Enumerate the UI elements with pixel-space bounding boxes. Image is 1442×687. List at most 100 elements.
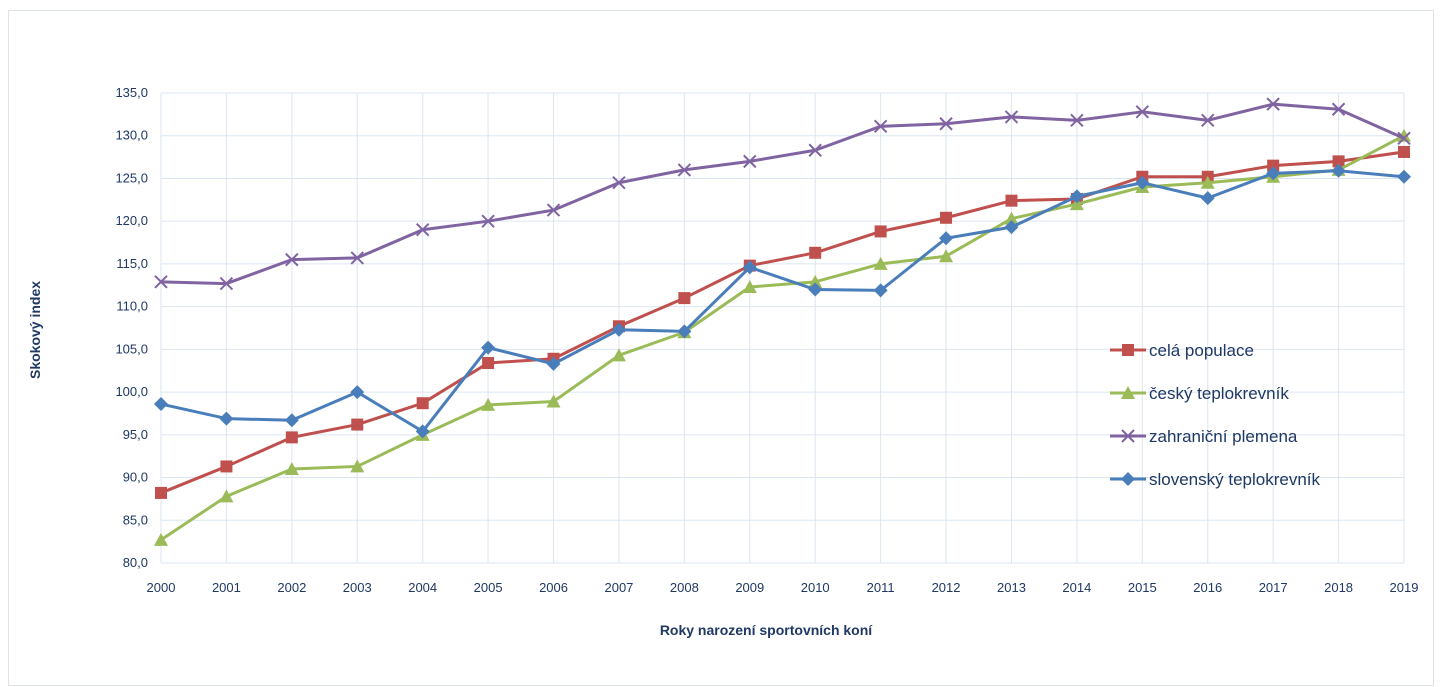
- data-point: [611, 322, 626, 337]
- y-axis-ticks: 80,0 85,0 90,0 95,0 100,0 105,0 110,0 115,0 120,…: [115, 85, 148, 570]
- data-point: [1397, 128, 1411, 142]
- x-marker-stroke: [873, 119, 888, 134]
- x-marker-stroke: [1331, 102, 1346, 116]
- x-tick-label: 2014: [1062, 580, 1091, 595]
- x-tick-label: 2001: [212, 580, 241, 595]
- x-tick-label: 2004: [408, 580, 437, 595]
- x-marker-stroke: [481, 214, 495, 228]
- legend-label: zahraniční plemena: [1149, 427, 1298, 446]
- y-tick-label: 85,0: [123, 512, 148, 527]
- data-point: [416, 397, 429, 410]
- x-marker-stroke: [1397, 131, 1411, 145]
- x-tick-label: 2018: [1324, 580, 1353, 595]
- x-marker-stroke: [219, 276, 234, 291]
- y-tick-label: 95,0: [123, 427, 148, 442]
- data-point: [612, 176, 626, 190]
- x-tick-label: 2010: [801, 580, 830, 595]
- data-point: [939, 117, 953, 131]
- data-point: [1331, 102, 1346, 116]
- data-point: [939, 249, 954, 263]
- x-tick-label: 2016: [1193, 580, 1222, 595]
- data-point: [481, 214, 495, 228]
- data-point: [1331, 163, 1346, 178]
- data-point: [742, 260, 757, 275]
- data-point: [1397, 131, 1411, 145]
- legend-label: slovenský teplokrevník: [1149, 470, 1321, 489]
- data-point: [808, 274, 823, 288]
- legend: celá populace český teplokrevník zahraničn…: [1110, 341, 1321, 489]
- x-marker-stroke: [939, 117, 953, 131]
- data-point: [809, 246, 822, 259]
- data-point: [350, 251, 364, 265]
- data-point: [873, 283, 888, 298]
- data-point: [743, 154, 757, 169]
- data-point: [546, 394, 561, 408]
- legend-item-cesky-teplokrevnik: český teplokrevník: [1110, 384, 1289, 403]
- data-point: [1005, 194, 1018, 207]
- x-marker-stroke: [1070, 113, 1084, 128]
- data-point: [808, 143, 822, 157]
- y-axis-title: Skokový index: [27, 281, 43, 379]
- x-marker-stroke: [154, 275, 168, 289]
- data-point: [154, 532, 168, 546]
- data-point: [546, 356, 561, 371]
- data-point: [1200, 175, 1215, 189]
- x-tick-label: 2009: [735, 580, 764, 595]
- data-point: [285, 431, 298, 444]
- data-point: [808, 282, 823, 297]
- data-point: [285, 252, 299, 267]
- data-point: [284, 413, 299, 428]
- data-point: [1069, 189, 1084, 204]
- series-line: [160, 134, 1405, 542]
- chart-frame: [8, 10, 1434, 686]
- x-marker-stroke: [350, 251, 364, 265]
- data-point: [284, 462, 299, 475]
- x-marker-stroke: [415, 223, 430, 237]
- legend-swatch-marker: [1121, 386, 1135, 399]
- y-tick-label: 105,0: [115, 341, 148, 356]
- data-point: [154, 397, 168, 412]
- data-point: [219, 411, 234, 426]
- legend-item-cela-populace: celá populace: [1110, 341, 1254, 360]
- x-marker-stroke: [612, 176, 626, 190]
- legend-swatch-marker: [1122, 344, 1134, 356]
- x-axis-title: Roky narození sportovních koní: [660, 622, 873, 638]
- y-tick-label: 90,0: [123, 470, 148, 485]
- x-marker-stroke: [285, 252, 299, 267]
- data-point: [1004, 211, 1019, 225]
- data-point: [1200, 191, 1215, 206]
- data-point: [219, 276, 234, 291]
- data-point: [220, 460, 233, 473]
- x-tick-label: 2012: [932, 580, 961, 595]
- x-marker-stroke: [1004, 110, 1019, 124]
- data-point: [939, 231, 954, 246]
- series-slovensky-teplokrevnik: [154, 163, 1411, 439]
- data-point: [1004, 110, 1019, 124]
- data-point: [1267, 159, 1280, 172]
- data-point: [677, 324, 692, 339]
- data-point: [154, 275, 168, 289]
- data-point: [481, 397, 496, 411]
- x-tick-label: 2006: [539, 580, 568, 595]
- data-point: [873, 256, 888, 270]
- x-marker-stroke: [743, 154, 757, 169]
- data-point: [351, 418, 364, 431]
- data-point: [1069, 197, 1084, 211]
- legend-label: český teplokrevník: [1149, 384, 1289, 403]
- x-tick-label: 2019: [1390, 580, 1419, 595]
- y-tick-label: 110,0: [116, 299, 148, 314]
- legend-item-slovensky-teplokrevnik: slovenský teplokrevník: [1110, 470, 1321, 489]
- data-point: [1397, 169, 1411, 184]
- data-point: [1004, 220, 1019, 235]
- x-tick-label: 2003: [343, 580, 372, 595]
- y-tick-label: 100,0: [115, 384, 148, 399]
- data-point: [546, 203, 561, 217]
- x-tick-label: 2015: [1128, 580, 1157, 595]
- series-lines: [154, 97, 1411, 546]
- x-tick-label: 2007: [604, 580, 633, 595]
- data-point: [219, 489, 234, 503]
- data-point: [1332, 155, 1345, 168]
- legend-item-zahranicni-plemena: zahraniční plemena: [1110, 427, 1298, 446]
- x-tick-label: 2017: [1259, 580, 1288, 595]
